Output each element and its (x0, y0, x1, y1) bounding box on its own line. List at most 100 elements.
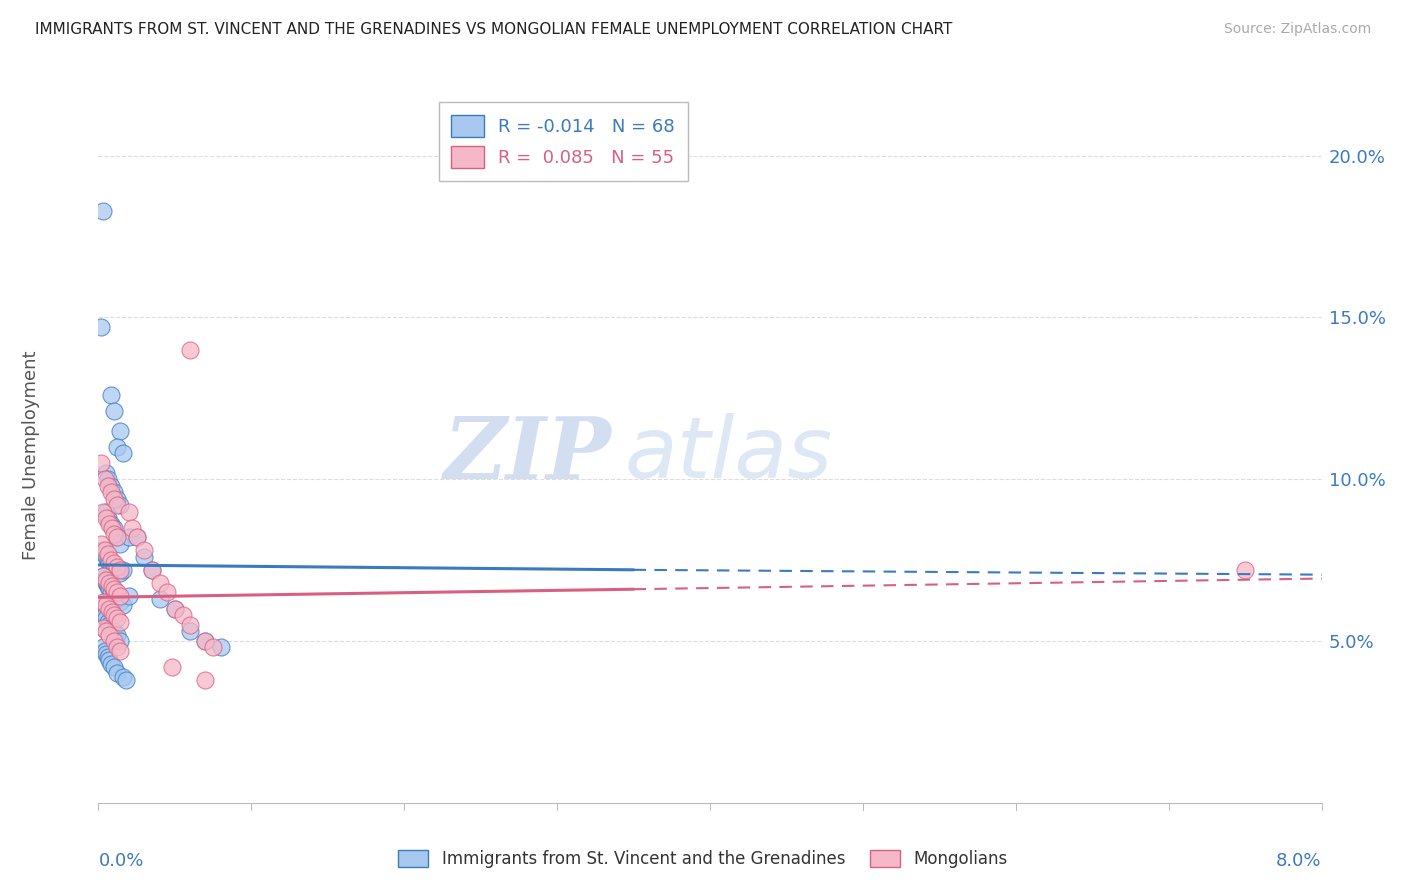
Point (105, 531, 128, 545)
Text: 8.0%: 8.0% (1277, 852, 1322, 870)
Point (103, 527, 125, 541)
Point (93, 472, 115, 486)
Point (94, 647, 117, 661)
Point (100, 517, 122, 532)
Point (105, 563, 128, 577)
Point (105, 559, 128, 574)
Point (103, 404, 125, 418)
Point (94, 466, 117, 480)
Text: Source: ZipAtlas.com: Source: ZipAtlas.com (1223, 22, 1371, 37)
Point (93, 573, 115, 587)
Point (93, 643, 115, 657)
Point (194, 634, 217, 648)
Point (91, 569, 114, 583)
Point (163, 601, 186, 615)
Point (91, 504, 114, 518)
Point (98, 617, 121, 632)
Point (108, 643, 131, 657)
Point (125, 531, 148, 545)
Point (105, 666, 128, 681)
Point (209, 640, 232, 655)
Point (149, 575, 172, 590)
Point (91, 605, 114, 619)
Point (103, 557, 125, 571)
Point (179, 624, 201, 639)
Point (202, 640, 225, 655)
Point (93, 543, 115, 558)
Point (108, 566, 131, 580)
Point (179, 343, 201, 357)
Point (91, 621, 114, 635)
Point (98, 601, 121, 615)
Point (103, 582, 125, 597)
Point (97, 579, 120, 593)
Point (111, 563, 134, 577)
Point (94, 573, 117, 587)
Point (90, 456, 112, 470)
Point (108, 589, 131, 603)
Point (125, 531, 148, 545)
Point (97, 478, 120, 492)
Point (118, 589, 141, 603)
Point (108, 595, 131, 609)
Point (97, 547, 120, 561)
Point (118, 504, 141, 518)
Point (105, 491, 128, 506)
Point (100, 621, 122, 635)
Point (103, 624, 125, 639)
Point (194, 634, 217, 648)
Point (91, 569, 114, 583)
Point (94, 575, 117, 590)
Point (118, 531, 141, 545)
Point (94, 549, 117, 564)
Point (103, 485, 125, 500)
Text: Female Unemployment: Female Unemployment (22, 351, 41, 559)
Point (1234, 563, 1257, 577)
Text: atlas: atlas (624, 413, 832, 497)
Point (97, 511, 120, 525)
Point (101, 521, 124, 535)
Point (90, 537, 112, 551)
Point (103, 634, 125, 648)
Point (105, 585, 128, 599)
Point (98, 575, 121, 590)
Legend: R = -0.014   N = 68, R =  0.085   N = 55: R = -0.014 N = 68, R = 0.085 N = 55 (439, 103, 688, 180)
Point (103, 585, 125, 599)
Point (111, 670, 134, 684)
Point (108, 537, 131, 551)
Point (91, 595, 114, 609)
Legend: Immigrants from St. Vincent and the Grenadines, Mongolians: Immigrants from St. Vincent and the Gren… (392, 843, 1014, 875)
Point (100, 559, 122, 574)
Point (100, 388, 122, 402)
Point (194, 673, 217, 687)
Point (108, 563, 131, 577)
Point (100, 478, 122, 492)
Point (105, 627, 128, 641)
Point (100, 553, 122, 567)
Point (97, 553, 120, 567)
Point (94, 624, 117, 639)
Point (163, 601, 186, 615)
Point (172, 608, 194, 623)
Point (141, 563, 163, 577)
Point (105, 611, 128, 625)
Point (108, 634, 131, 648)
Point (108, 424, 131, 438)
Point (156, 585, 179, 599)
Point (98, 653, 121, 667)
Point (91, 640, 114, 655)
Point (111, 446, 134, 460)
Point (98, 582, 121, 597)
Point (121, 521, 143, 535)
Point (134, 549, 156, 564)
Point (97, 615, 120, 629)
Point (160, 660, 183, 674)
Point (94, 511, 117, 525)
Point (105, 440, 128, 454)
Point (98, 517, 121, 532)
Point (101, 605, 124, 619)
Point (100, 657, 122, 671)
Point (100, 585, 122, 599)
Point (103, 491, 125, 506)
Point (103, 608, 125, 623)
